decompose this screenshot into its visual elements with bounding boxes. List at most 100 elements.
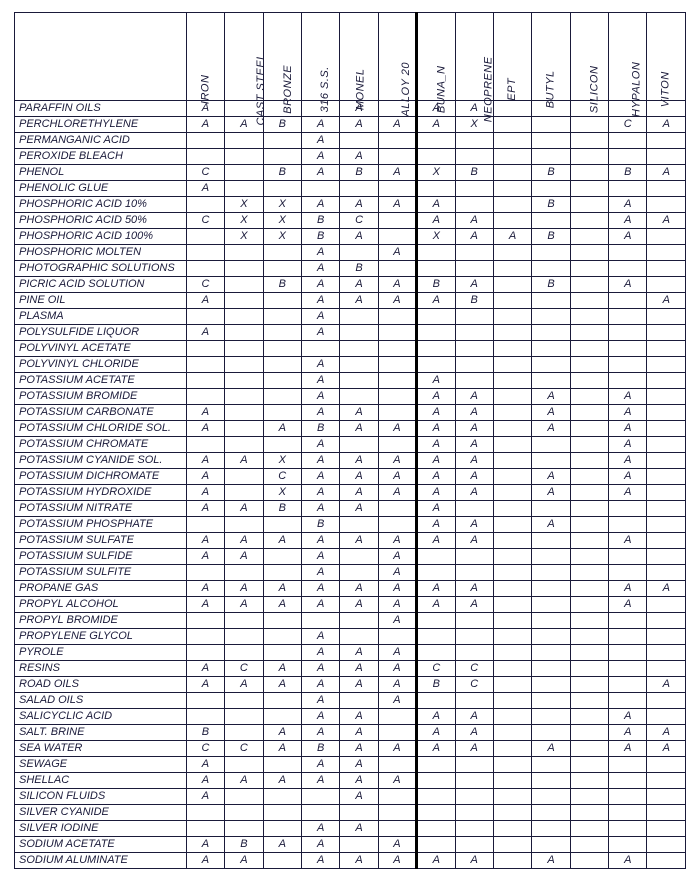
cell: [378, 261, 416, 277]
cell: A: [301, 197, 339, 213]
table-row: POTASSIUM CHLORIDE SOL.AABAAAAAA: [15, 421, 686, 437]
cell: [417, 149, 455, 165]
cell: A: [186, 485, 224, 501]
cell: [225, 709, 263, 725]
cell: B: [263, 165, 301, 181]
cell: A: [647, 165, 686, 181]
cell: [417, 629, 455, 645]
row-label: POTASSIUM ACETATE: [15, 373, 187, 389]
cell: [647, 693, 686, 709]
table-row: PLASMAA: [15, 309, 686, 325]
cell: [186, 261, 224, 277]
cell: [301, 805, 339, 821]
cell: A: [186, 853, 224, 869]
row-label: RESINS: [15, 661, 187, 677]
row-label: PROPYL BROMIDE: [15, 613, 187, 629]
column-header-label: MONEL: [355, 69, 368, 111]
cell: A: [532, 405, 570, 421]
cell: A: [417, 533, 455, 549]
column-header: BRONZE: [263, 13, 301, 101]
cell: [647, 821, 686, 837]
cell: [532, 581, 570, 597]
cell: [186, 197, 224, 213]
row-label: SALICYCLIC ACID: [15, 709, 187, 725]
cell: A: [378, 773, 416, 789]
cell: A: [340, 725, 378, 741]
cell: [493, 181, 531, 197]
cell: A: [263, 421, 301, 437]
cell: A: [455, 453, 493, 469]
cell: [570, 149, 608, 165]
table-row: SEWAGEAAA: [15, 757, 686, 773]
cell: [647, 261, 686, 277]
cell: [455, 373, 493, 389]
cell: A: [378, 245, 416, 261]
cell: [417, 757, 455, 773]
cell: A: [609, 437, 647, 453]
cell: A: [417, 485, 455, 501]
cell: [647, 245, 686, 261]
cell: A: [301, 853, 339, 869]
cell: [570, 165, 608, 181]
cell: [263, 389, 301, 405]
cell: A: [378, 645, 416, 661]
cell: A: [301, 405, 339, 421]
row-label: SEA WATER: [15, 741, 187, 757]
cell: A: [263, 741, 301, 757]
row-label: PHOSPHORIC ACID 100%: [15, 229, 187, 245]
cell: [263, 693, 301, 709]
cell: [570, 533, 608, 549]
cell: A: [417, 709, 455, 725]
cell: [609, 773, 647, 789]
cell: A: [340, 533, 378, 549]
cell: A: [378, 549, 416, 565]
column-header-label: BUNA_N: [436, 66, 449, 114]
cell: [493, 741, 531, 757]
cell: B: [301, 517, 339, 533]
cell: A: [186, 773, 224, 789]
cell: [186, 821, 224, 837]
column-header-label: BUTYL: [545, 71, 558, 109]
cell: [493, 837, 531, 853]
cell: [532, 837, 570, 853]
cell: B: [340, 165, 378, 181]
table-row: POTASSIUM HYDROXIDEAXAAAAAAA: [15, 485, 686, 501]
cell: [417, 613, 455, 629]
cell: X: [263, 229, 301, 245]
cell: [378, 821, 416, 837]
cell: [340, 437, 378, 453]
cell: A: [417, 597, 455, 613]
cell: A: [378, 565, 416, 581]
cell: [532, 325, 570, 341]
cell: [570, 837, 608, 853]
cell: [647, 533, 686, 549]
cell: A: [417, 853, 455, 869]
cell: A: [378, 117, 416, 133]
table-row: RESINSACAAAACC: [15, 661, 686, 677]
cell: [609, 757, 647, 773]
table-row: SALAD OILSAA: [15, 693, 686, 709]
cell: A: [378, 613, 416, 629]
cell: A: [301, 821, 339, 837]
cell: A: [340, 277, 378, 293]
column-header: CAST STEEL: [225, 13, 263, 101]
cell: A: [378, 469, 416, 485]
cell: A: [301, 581, 339, 597]
column-header-label: 316 S.S.: [319, 67, 332, 113]
cell: [532, 645, 570, 661]
table-row: PERMANGANIC ACIDA: [15, 133, 686, 149]
cell: [493, 581, 531, 597]
cell: [186, 309, 224, 325]
cell: [570, 133, 608, 149]
row-label: PHOSPHORIC ACID 10%: [15, 197, 187, 213]
row-label: POTASSIUM HYDROXIDE: [15, 485, 187, 501]
cell: A: [186, 837, 224, 853]
cell: [532, 565, 570, 581]
cell: [186, 229, 224, 245]
cell: [493, 453, 531, 469]
cell: [455, 789, 493, 805]
cell: [340, 693, 378, 709]
cell: [493, 597, 531, 613]
row-label: POTASSIUM BROMIDE: [15, 389, 187, 405]
cell: A: [532, 485, 570, 501]
